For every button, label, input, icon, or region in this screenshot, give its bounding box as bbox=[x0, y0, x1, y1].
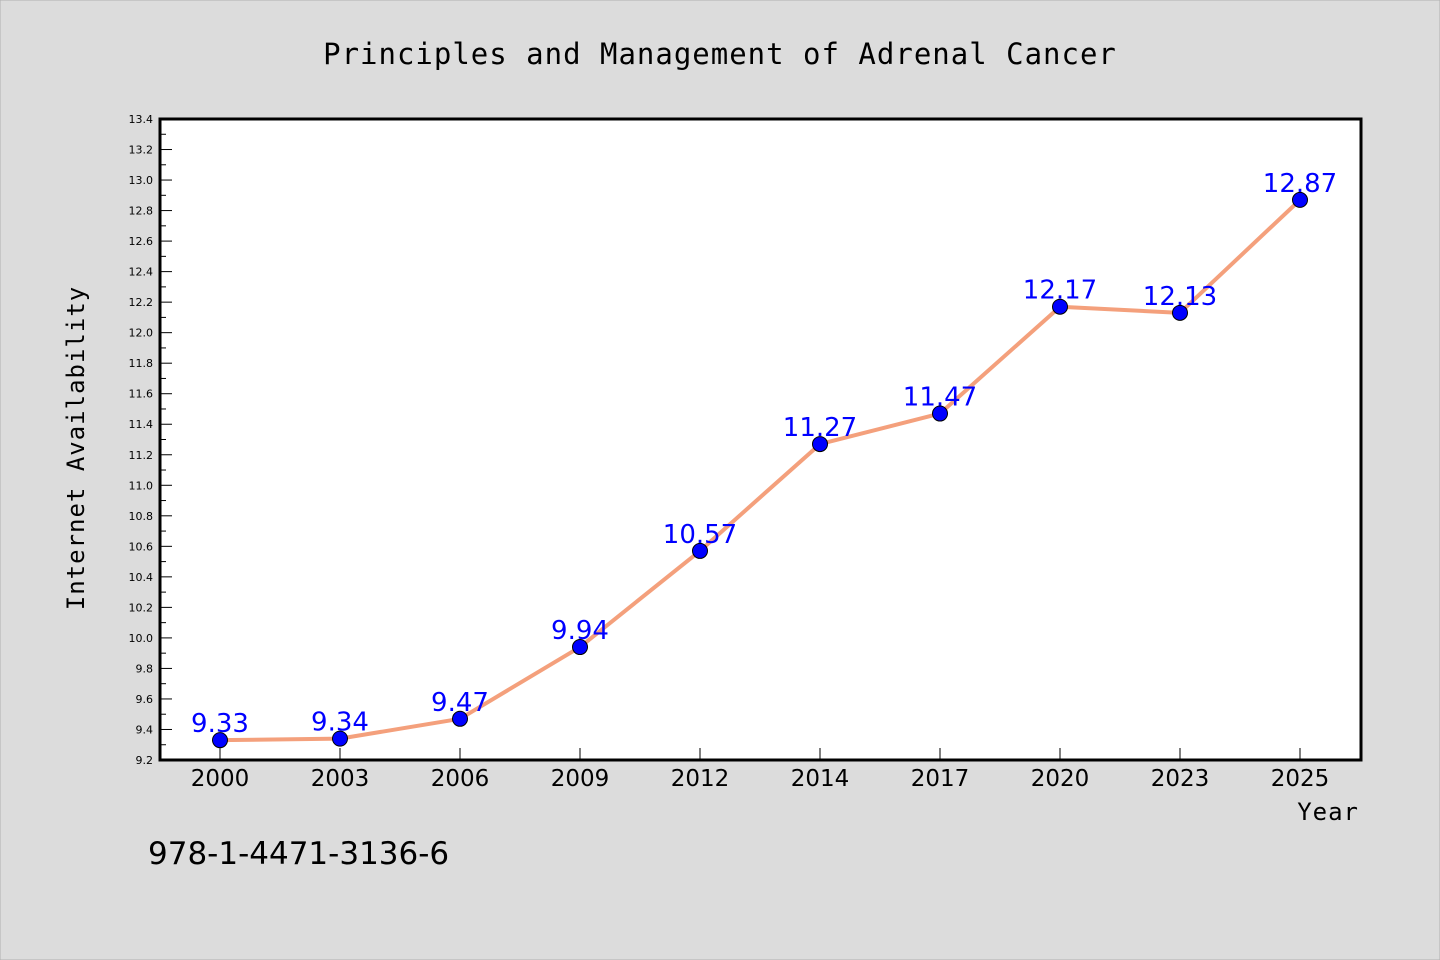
y-tick-label: 11.8 bbox=[129, 357, 154, 370]
data-label-layer: 9.33 9.34 9.47 9.94 10.57 11.27 11.47 12.17 12.1… bbox=[191, 169, 1337, 739]
y-tick-label: 10.0 bbox=[129, 632, 154, 645]
y-tick-label: 12.4 bbox=[129, 266, 154, 279]
data-label: 9.47 bbox=[431, 688, 489, 718]
y-tick-label: 13.2 bbox=[129, 144, 154, 157]
x-tick-label: 2000 bbox=[191, 766, 250, 792]
footnote-isbn: 978-1-4471-3136-6 bbox=[148, 836, 449, 872]
y-tick-label: 12.6 bbox=[129, 235, 154, 248]
x-tick-label: 2012 bbox=[671, 766, 730, 792]
y-tick-label: 11.6 bbox=[129, 388, 154, 401]
data-label: 10.57 bbox=[663, 520, 737, 550]
data-label: 11.27 bbox=[783, 413, 857, 443]
x-tick-label: 2023 bbox=[1151, 766, 1210, 792]
y-tick-label: 10.2 bbox=[129, 601, 154, 614]
data-point bbox=[452, 710, 468, 727]
y-tick-label: 12.0 bbox=[129, 327, 154, 340]
data-label: 9.94 bbox=[551, 616, 609, 646]
series-line bbox=[218, 197, 1302, 743]
x-axis: 2000 2003 2006 2009 2012 2014 2017 2020 2023 2025 bbox=[191, 748, 1330, 792]
y-tick-label: 9.6 bbox=[136, 693, 154, 706]
y-tick-label: 10.4 bbox=[129, 571, 154, 584]
data-point bbox=[1292, 191, 1308, 208]
data-label: 12.17 bbox=[1023, 276, 1097, 306]
y-axis-title: Internet Availability bbox=[62, 286, 90, 610]
x-tick-label: 2020 bbox=[1031, 766, 1090, 792]
series-layer bbox=[218, 197, 1302, 743]
x-tick-label: 2017 bbox=[911, 766, 970, 792]
y-tick-label: 9.2 bbox=[136, 754, 154, 767]
data-point bbox=[932, 405, 948, 422]
x-tick-label: 2003 bbox=[311, 766, 370, 792]
x-tick-label: 2025 bbox=[1271, 766, 1330, 792]
x-axis-title: Year bbox=[1297, 798, 1359, 826]
plot-area bbox=[158, 117, 1363, 762]
data-point bbox=[572, 639, 588, 656]
data-label: 9.34 bbox=[311, 708, 369, 738]
y-tick-label: 11.0 bbox=[129, 479, 154, 492]
data-point bbox=[1172, 304, 1188, 321]
y-tick-label: 10.8 bbox=[129, 510, 154, 523]
y-tick-label: 11.2 bbox=[129, 449, 154, 462]
x-tick-label: 2009 bbox=[551, 766, 610, 792]
data-label: 12.13 bbox=[1143, 282, 1217, 312]
y-tick-label: 9.8 bbox=[136, 662, 154, 675]
data-point bbox=[332, 730, 348, 747]
y-axis: 9.2 9.4 9.6 9.8 10.0 10.2 10.4 10.6 10.8 11.0 11.2… bbox=[129, 113, 172, 767]
data-point bbox=[1052, 298, 1068, 315]
y-tick-label: 10.6 bbox=[129, 540, 154, 553]
data-label: 9.33 bbox=[191, 709, 249, 739]
y-tick-label: 13.4 bbox=[129, 113, 154, 126]
x-tick-label: 2014 bbox=[791, 766, 850, 792]
y-tick-label: 9.4 bbox=[136, 723, 154, 736]
data-point bbox=[692, 542, 708, 559]
chart-title: Principles and Management of Adrenal Can… bbox=[323, 37, 1117, 71]
data-label: 11.47 bbox=[903, 383, 977, 413]
data-point bbox=[212, 732, 228, 749]
y-tick-label: 11.4 bbox=[129, 418, 154, 431]
y-tick-label: 12.8 bbox=[129, 205, 154, 218]
y-tick-label: 12.2 bbox=[129, 296, 154, 309]
x-tick-label: 2006 bbox=[431, 766, 490, 792]
data-point bbox=[812, 436, 828, 453]
marker-layer bbox=[212, 191, 1308, 749]
data-label: 12.87 bbox=[1263, 169, 1337, 199]
y-tick-label: 13.0 bbox=[129, 174, 154, 187]
